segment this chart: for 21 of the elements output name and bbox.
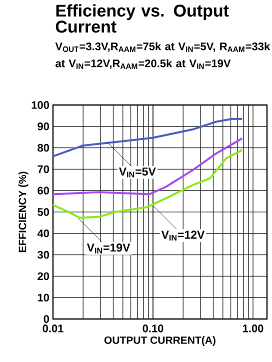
text: V$_{OUT}$=3.3V,R$_{AAM}$=75k at V$_{IN}$=5V, R$_{AAM}$=33k at V$_{IN}$=12V,R$_{AAM}$=20.5k at V$_{IN}$=19V (55, 42, 270, 69)
y-tick-label: 90 (38, 122, 50, 130)
annotation: V$_{IN}$=19V (86, 244, 130, 254)
x-axis-title: OUTPUT CURRENT(A) (104, 336, 216, 346)
y-axis-title: EFFICIENCY (%) (18, 172, 28, 252)
chart-title: Efficiency vs. Output Current (56, 4, 229, 33)
y-tick-label: 10 (38, 294, 50, 302)
y-tick-label: 100 (32, 101, 50, 109)
annotation: V$_{IN}$=5V (118, 168, 156, 178)
y-tick-label: 40 (37, 230, 50, 238)
x-tick-label: 0.01 (42, 324, 64, 332)
y-tick-label: 70 (38, 165, 50, 174)
x-tick-label: 1.00 (242, 324, 264, 332)
annotation: V$_{IN}$=12V (161, 230, 205, 240)
y-tick-label: 20 (38, 272, 50, 280)
x-tick-label: 0.10 (142, 324, 164, 332)
y-tick-label: 0 (44, 315, 50, 323)
y-tick-label: 60 (38, 186, 50, 194)
y-tick-label: 80 (38, 144, 50, 152)
y-tick-label: 50 (38, 208, 50, 216)
y-tick-label: 30 (37, 250, 50, 259)
